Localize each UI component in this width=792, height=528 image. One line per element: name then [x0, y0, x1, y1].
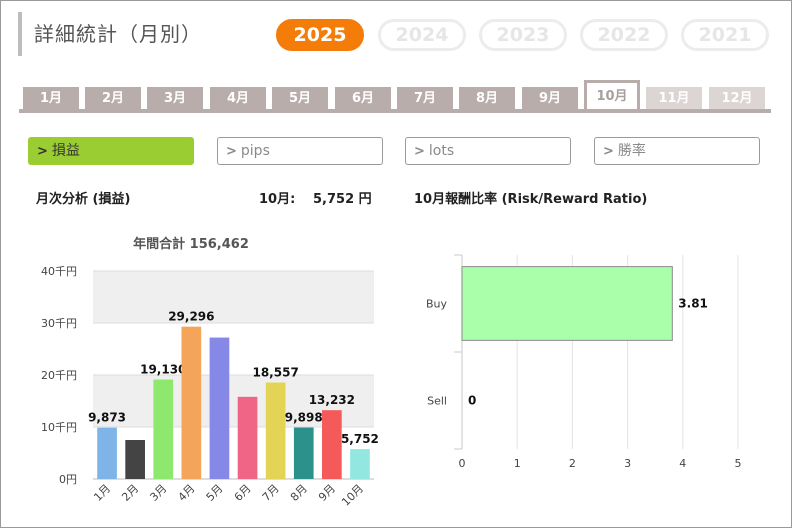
- month-tab-8[interactable]: 8月: [459, 87, 515, 109]
- filter-label: 損益: [51, 143, 80, 159]
- x-tick-label: 3月: [147, 482, 169, 504]
- filter-lots-button[interactable]: > lots: [405, 137, 571, 165]
- x-tick-label: 0: [459, 457, 466, 470]
- month-tab-12[interactable]: 12月: [709, 87, 765, 109]
- month-tab-10[interactable]: 10月: [584, 80, 640, 113]
- monthly-analysis-heading: 月次分析 (損益): [36, 192, 131, 207]
- monthly-profit-chart: 0円 10千円 20千円 30千円 40千円 9,873 1月 2月 19,130 3月 29,29…: [41, 265, 379, 509]
- x-tick-label: 2: [569, 457, 576, 470]
- chart-band: [93, 271, 374, 323]
- chevron-right-icon: >: [37, 144, 48, 159]
- month-value: 5,752 円: [313, 192, 372, 207]
- tab-underline: [19, 109, 771, 113]
- filter-winrate-button[interactable]: > 勝率: [594, 137, 760, 165]
- data-label: 3.81: [678, 297, 708, 311]
- y-tick-label: 40千円: [41, 265, 77, 278]
- bar-Buy: [461, 266, 673, 341]
- year-tab-2022[interactable]: 2022: [580, 19, 668, 51]
- filter-label: 勝率: [617, 143, 646, 159]
- category-label: Buy: [426, 298, 448, 311]
- filter-label: pips: [240, 143, 270, 159]
- x-tick-label: 8月: [288, 482, 310, 504]
- bar-5月: [209, 337, 230, 479]
- month-tab-7[interactable]: 7月: [397, 87, 453, 109]
- filter-label: lots: [428, 143, 455, 159]
- month-tab-5[interactable]: 5月: [272, 87, 328, 109]
- month-tab-1[interactable]: 1月: [23, 87, 79, 109]
- x-tick-label: 10月: [339, 482, 366, 509]
- bar-7月: [265, 382, 286, 479]
- data-label: 0: [468, 394, 476, 408]
- filter-pips-button[interactable]: > pips: [217, 137, 383, 165]
- month-tab-6[interactable]: 6月: [335, 87, 391, 109]
- x-tick-label: 5: [735, 457, 742, 470]
- month-value-label: 10月:: [259, 192, 296, 207]
- annual-total: 年間合計 156,462: [133, 237, 249, 252]
- month-tab-4[interactable]: 4月: [210, 87, 266, 109]
- filter-profit-button[interactable]: > 損益: [28, 137, 194, 165]
- bar-8月: [293, 427, 314, 479]
- data-label: 29,296: [168, 310, 214, 324]
- year-tab-2023[interactable]: 2023: [479, 19, 567, 51]
- y-tick-label: 30千円: [41, 317, 77, 330]
- bar-4月: [181, 326, 202, 479]
- month-tab-3[interactable]: 3月: [147, 87, 203, 109]
- bar-9月: [322, 410, 342, 479]
- data-label: 13,232: [309, 393, 355, 407]
- year-tab-2025[interactable]: 2025: [276, 19, 364, 51]
- x-tick-label: 4月: [176, 482, 198, 504]
- bar-10月: [350, 449, 370, 479]
- data-label: 18,557: [252, 366, 298, 380]
- chevron-right-icon: >: [414, 144, 425, 159]
- data-label: 19,130: [140, 363, 186, 377]
- category-label: Sell: [427, 395, 447, 408]
- page-title: 詳細統計（月別）: [18, 12, 202, 56]
- year-tab-2021[interactable]: 2021: [681, 19, 769, 51]
- chevron-right-icon: >: [603, 144, 614, 159]
- x-tick-label: 2月: [119, 482, 141, 504]
- x-tick-label: 3: [624, 457, 631, 470]
- x-tick-label: 6月: [232, 482, 254, 504]
- x-tick-label: 4: [679, 457, 686, 470]
- month-tab-2[interactable]: 2月: [85, 87, 141, 109]
- data-label: 9,898: [285, 411, 323, 425]
- month-tab-11[interactable]: 11月: [646, 87, 702, 109]
- x-tick-label: 1: [514, 457, 521, 470]
- data-label: 5,752: [341, 432, 379, 446]
- bar-6月: [237, 396, 258, 479]
- data-label: 9,873: [88, 411, 126, 425]
- x-tick-label: 9月: [316, 482, 338, 504]
- x-tick-label: 5月: [204, 482, 226, 504]
- month-tab-9[interactable]: 9月: [522, 87, 578, 109]
- x-tick-label: 7月: [260, 482, 282, 504]
- y-tick-label: 0円: [59, 473, 77, 486]
- year-tab-2024[interactable]: 2024: [378, 19, 466, 51]
- chevron-right-icon: >: [226, 144, 237, 159]
- x-tick-label: 1月: [91, 482, 113, 504]
- rr-ratio-heading: 10月報酬比率 (Risk/Reward Ratio): [414, 192, 648, 207]
- y-tick-label: 10千円: [41, 421, 77, 434]
- bar-2月: [125, 440, 145, 479]
- bar-3月: [153, 379, 174, 479]
- y-tick-label: 20千円: [41, 369, 77, 382]
- risk-reward-chart: 0 1 2 3 4 5 Buy 3.81 Sell 0: [426, 254, 742, 470]
- bar-1月: [97, 427, 117, 479]
